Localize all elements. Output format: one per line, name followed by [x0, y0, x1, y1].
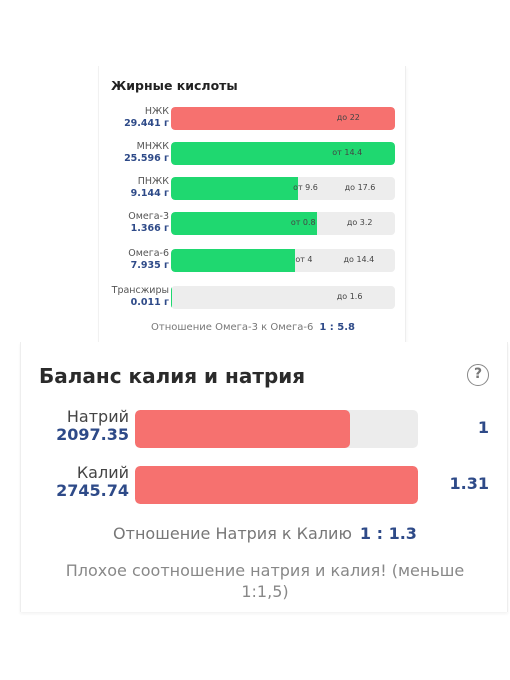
kn-amount: 2097.35 — [56, 425, 129, 444]
fa-label: МНЖК 25.596 г — [124, 141, 169, 165]
fa-marker: до 1.6 — [336, 292, 363, 301]
fa-row-monounsaturated: МНЖК 25.596 г от 14.4 — [99, 141, 407, 167]
fa-amount: 0.011 г — [130, 297, 169, 308]
kn-bar-track — [135, 466, 418, 504]
fa-bar-fill — [171, 177, 298, 200]
fa-amount: 9.144 г — [130, 188, 169, 199]
fa-marker: от 14.4 — [332, 148, 363, 157]
fa-bar-fill — [171, 286, 173, 309]
fa-marker: до 17.6 — [344, 183, 376, 192]
fa-bar-fill — [171, 212, 317, 235]
kn-row-potassium: Калий 2745.74 1.31 — [21, 464, 509, 504]
fa-marker: от 4 — [295, 255, 313, 264]
fa-amount: 7.935 г — [130, 260, 169, 271]
fa-bar-track: до 1.6 — [171, 286, 395, 309]
fa-bar-fill — [171, 249, 296, 272]
kn-name: Натрий — [66, 407, 129, 426]
kn-amount: 2745.74 — [56, 481, 129, 500]
fa-amount: 1.366 г — [130, 223, 169, 234]
fa-label: НЖК 29.441 г — [124, 106, 169, 130]
fa-marker: до 14.4 — [343, 255, 375, 264]
potassium-sodium-card: Баланс калия и натрия ? Натрий 2097.35 1… — [20, 342, 508, 612]
fa-row-omega3: Омега-3 1.366 г от 0.8 до 3.2 — [99, 211, 407, 237]
fa-label: Трансжиры 0.011 г — [112, 285, 169, 309]
fa-bar-track: до 22 — [171, 107, 395, 130]
fa-bar-track: от 0.8 до 3.2 — [171, 212, 395, 235]
question-circle-icon[interactable]: ? — [467, 364, 489, 386]
kn-label: Калий 2745.74 — [56, 464, 129, 500]
kn-name: Калий — [76, 463, 129, 482]
potassium-sodium-title: Баланс калия и натрия — [39, 364, 306, 388]
kn-label: Натрий 2097.35 — [56, 408, 129, 444]
fa-bar-fill — [171, 107, 395, 130]
fa-name: ПНЖК — [137, 176, 169, 187]
fa-row-omega6: Омега-6 7.935 г от 4 до 14.4 — [99, 248, 407, 274]
sodium-potassium-ratio-label: Отношение Натрия к Калию — [113, 524, 352, 543]
fa-bar-track: от 9.6 до 17.6 — [171, 177, 395, 200]
kn-value: 1.31 — [449, 474, 489, 493]
sodium-potassium-ratio: Отношение Натрия к Калию 1 : 1.3 — [21, 524, 509, 543]
fa-marker: до 3.2 — [346, 218, 373, 227]
fa-bar-fill — [171, 142, 395, 165]
kn-bar-fill — [135, 466, 418, 504]
fa-name: Омега-6 — [128, 248, 169, 259]
fa-marker: от 9.6 — [293, 183, 318, 192]
fa-label: Омега-3 1.366 г — [128, 211, 169, 235]
fa-marker: от 0.8 — [290, 218, 316, 227]
kn-row-sodium: Натрий 2097.35 1 — [21, 408, 509, 448]
fa-bar-track: от 14.4 — [171, 142, 395, 165]
ratio-warning: Плохое соотношение натрия и калия! (мень… — [65, 561, 465, 601]
fa-amount: 29.441 г — [124, 118, 169, 129]
kn-value: 1 — [477, 418, 489, 437]
fa-row-polyunsaturated: ПНЖК 9.144 г от 9.6 до 17.6 — [99, 176, 407, 202]
fa-row-saturated: НЖК 29.441 г до 22 — [99, 106, 407, 132]
fa-amount: 25.596 г — [124, 153, 169, 164]
fa-label: Омега-6 7.935 г — [128, 248, 169, 272]
fa-row-trans-fats: Трансжиры 0.011 г до 1.6 — [99, 285, 407, 311]
fa-name: НЖК — [144, 106, 169, 117]
fa-name: МНЖК — [136, 141, 169, 152]
fa-bar-track: от 4 до 14.4 — [171, 249, 395, 272]
kn-bar-track — [135, 410, 418, 448]
omega-ratio: Отношение Омега-3 к Омега-6 1 : 5.8 — [99, 322, 407, 333]
fatty-acids-title: Жирные кислоты — [111, 78, 238, 93]
omega-ratio-label: Отношение Омега-3 к Омега-6 — [151, 322, 314, 333]
fatty-acids-card: Жирные кислоты НЖК 29.441 г до 22 МНЖК 2… — [98, 66, 406, 342]
kn-bar-fill — [135, 410, 351, 448]
omega-ratio-value: 1 : 5.8 — [319, 322, 355, 333]
fa-label: ПНЖК 9.144 г — [131, 176, 169, 200]
fa-name: Омега-3 — [128, 211, 169, 222]
fa-marker: до 22 — [336, 113, 360, 122]
fa-name: Трансжиры — [111, 285, 169, 296]
sodium-potassium-ratio-value: 1 : 1.3 — [359, 524, 417, 543]
